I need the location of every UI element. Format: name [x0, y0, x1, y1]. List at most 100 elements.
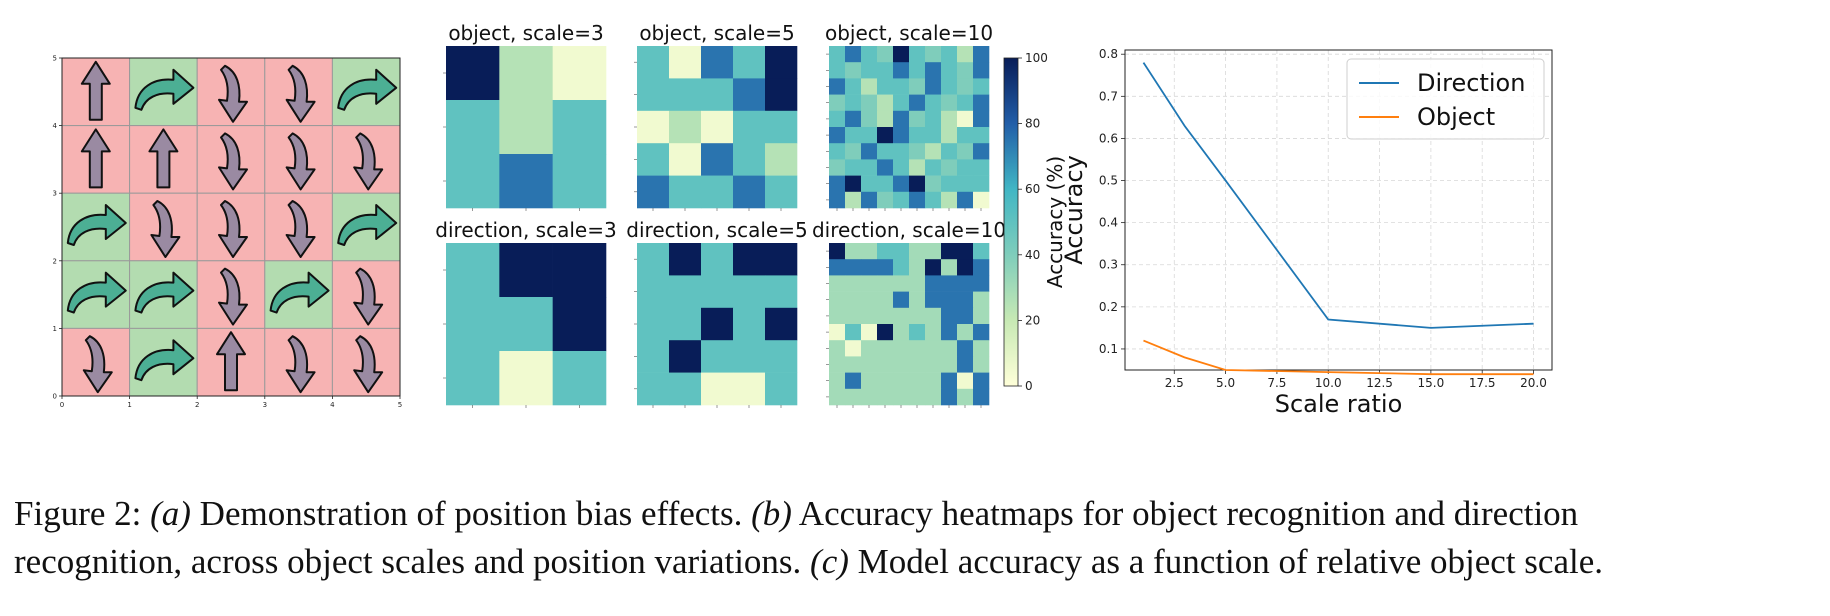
heatmap-cell — [861, 291, 878, 309]
colorbar-tick-label: 60 — [1025, 182, 1040, 196]
heatmap-cell — [941, 307, 958, 325]
heatmap-cell — [861, 94, 878, 112]
heatmap-1: object, scale=5 — [634, 21, 798, 211]
down-arrow-icon — [218, 267, 248, 326]
heatmap-cell — [893, 159, 910, 176]
heatmap-cell — [941, 259, 958, 276]
heatmap-cell — [637, 307, 670, 341]
heatmap-cell — [701, 275, 734, 309]
heatmap-cell — [909, 356, 926, 373]
heatmap-cell — [957, 78, 974, 95]
heatmap-cell — [701, 372, 734, 406]
heatmap-cell — [669, 275, 702, 309]
y-tick-label: 2 — [53, 257, 57, 265]
heatmap-cell — [669, 46, 702, 79]
accuracy-vs-scale-line-chart: 2.5 5.0 7.5 10.0 12.5 15.0 17.5 20.0 0.1 0.2 0.3 0.… — [1060, 47, 1553, 418]
heatmap-title: direction, scale=3 — [435, 218, 616, 242]
x-tick-label: 2.5 — [1165, 376, 1184, 390]
heatmap-cell — [909, 324, 926, 341]
heatmap-cell — [765, 175, 798, 209]
heatmap-cell — [669, 110, 702, 144]
heatmap-cell — [499, 351, 553, 406]
heatmap-cell — [893, 46, 910, 63]
heatmap-cell — [829, 110, 846, 128]
heatmap-cell — [845, 291, 862, 309]
x-tick-label: 15.0 — [1418, 376, 1445, 390]
heatmap-cell — [941, 356, 958, 373]
heatmap-cell — [973, 340, 990, 357]
heatmap-cell — [829, 324, 846, 341]
y-tick-label: 0.7 — [1099, 89, 1118, 103]
down-arrow-icon — [285, 200, 316, 258]
heatmap-cell — [637, 78, 670, 112]
heatmap-title: direction, scale=10 — [812, 218, 1006, 242]
heatmap-cell — [669, 372, 702, 406]
heatmap-cell — [499, 243, 553, 298]
heatmap-cell — [877, 127, 894, 144]
heatmap-cell — [765, 372, 798, 406]
heatmap-cell — [637, 110, 670, 144]
heatmap-cell — [499, 154, 553, 209]
heatmap-cell — [829, 275, 846, 292]
heatmap-cell — [925, 340, 942, 357]
heatmap-cell — [765, 243, 798, 276]
y-tick-label: 0.4 — [1099, 216, 1118, 230]
x-tick-label: 3 — [263, 401, 267, 409]
down-arrow-icon — [218, 64, 248, 123]
x-axis-label: Scale ratio — [1275, 390, 1403, 418]
heatmap-cell — [446, 46, 500, 101]
heatmap-cell — [829, 259, 846, 276]
heatmap-title: object, scale=5 — [639, 21, 794, 45]
heatmap-cell — [893, 243, 910, 260]
heatmap-cell — [957, 143, 974, 160]
heatmap-cell — [669, 340, 702, 373]
y-tick-label: 0.8 — [1099, 47, 1118, 61]
heatmap-cell — [829, 143, 846, 160]
caption-b-text-continued: recognition, across object scales and po… — [14, 542, 811, 581]
heatmap-cell — [973, 127, 990, 144]
down-arrow-icon — [353, 267, 384, 326]
heatmap-cell — [733, 243, 766, 276]
caption-line-1: Figure 2: (a) Demonstration of position … — [14, 490, 1820, 538]
heatmap-cell — [669, 243, 702, 276]
x-tick-label: 2 — [195, 401, 199, 409]
heatmap-cell — [829, 356, 846, 373]
heatmap-cell — [909, 78, 926, 95]
heatmap-cell — [957, 159, 974, 176]
heatmap-cell — [909, 243, 926, 260]
heatmap-cell — [845, 275, 862, 292]
series-line-object — [1143, 339, 1534, 376]
heatmap-cell — [957, 388, 974, 406]
down-arrow-icon — [218, 132, 248, 191]
heatmap-cell — [909, 259, 926, 276]
heatmap-cell — [925, 291, 942, 309]
heatmap-cell — [552, 100, 607, 155]
heatmap-cell — [893, 110, 910, 128]
heatmap-cell — [925, 259, 942, 276]
heatmap-cell — [829, 372, 846, 390]
heatmap-cell — [941, 340, 958, 357]
heatmap-cell — [909, 340, 926, 357]
heatmap-cell — [861, 62, 878, 79]
heatmap-cell — [973, 356, 990, 373]
heatmap-cell — [893, 291, 910, 309]
heatmap-cell — [845, 46, 862, 63]
curved-arrow-icon — [134, 271, 195, 314]
legend-box — [1346, 58, 1545, 140]
legend-label: Direction — [1417, 69, 1525, 97]
heatmap-cell — [941, 275, 958, 292]
heatmap-cell — [845, 159, 862, 176]
y-tick-label: 0.2 — [1099, 300, 1118, 314]
heatmap-4: direction, scale=5 — [626, 218, 808, 408]
heatmap-cell — [957, 275, 974, 292]
heatmap-cell — [829, 127, 846, 144]
heatmap-cell — [637, 143, 670, 176]
colorbar-bar — [1003, 57, 1019, 387]
heatmap-cell — [861, 356, 878, 373]
heatmap-cell — [877, 191, 894, 209]
heatmap-cell — [765, 78, 798, 112]
y-tick-label: 0.1 — [1099, 342, 1118, 356]
down-arrow-icon — [353, 335, 384, 394]
heatmap-cell — [925, 388, 942, 406]
